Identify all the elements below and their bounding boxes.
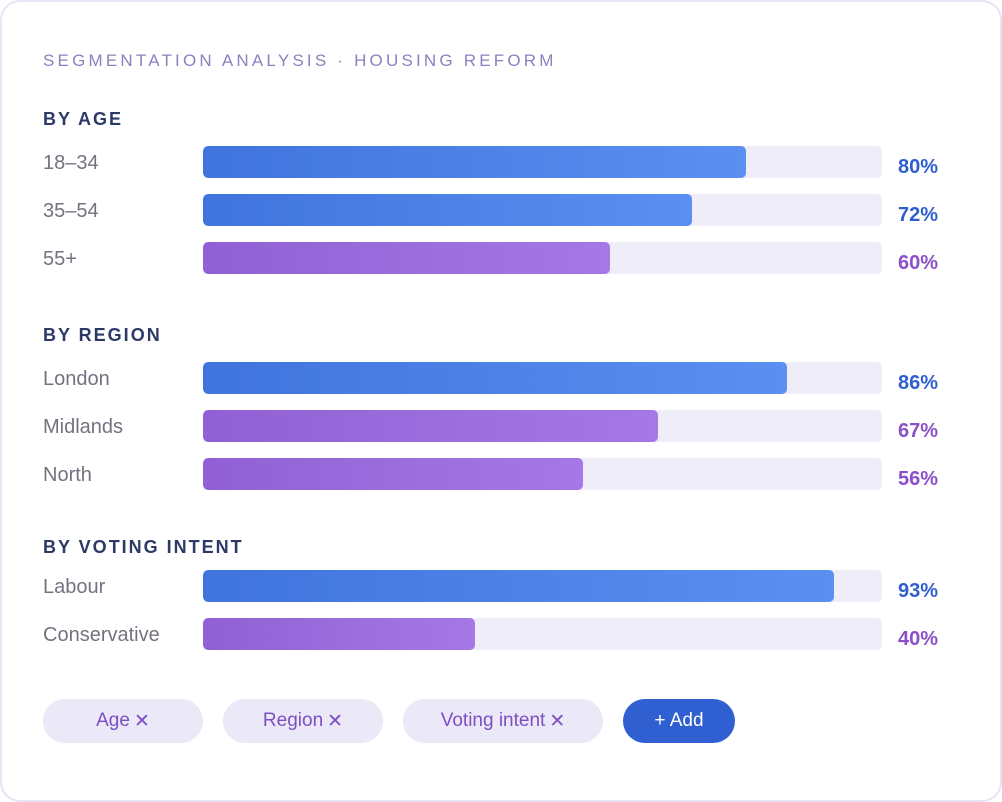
bar-track <box>203 362 882 394</box>
bar-track <box>203 618 882 650</box>
bar-value: 86% <box>898 372 939 394</box>
bar-track <box>203 146 882 178</box>
close-icon[interactable]: ✕ <box>549 710 566 732</box>
bar-value: 72% <box>898 204 939 226</box>
chip-label: Region <box>262 710 324 731</box>
bar-value: 93% <box>898 580 939 602</box>
page-title: Segmentation Analysis · Housing Reform <box>43 51 557 70</box>
chip-label: Age <box>96 710 130 731</box>
bar-value: 60% <box>898 252 939 274</box>
bar-label: North <box>43 464 92 486</box>
section-title-voting-intent: By Voting Intent <box>43 537 244 557</box>
bar-track <box>203 242 882 274</box>
bar-label: Conservative <box>43 624 160 646</box>
add-filter-button[interactable]: + Add <box>623 699 735 743</box>
bar-label: 35–54 <box>43 200 99 222</box>
bar <box>203 410 658 442</box>
bar-label: 55+ <box>43 248 77 270</box>
filter-chip-voting-intent[interactable]: Voting intent ✕ <box>403 699 603 743</box>
close-icon[interactable]: ✕ <box>327 710 344 732</box>
chip-label: Voting intent <box>440 710 546 731</box>
bar-value: 40% <box>898 628 939 650</box>
bar-value: 56% <box>898 468 939 490</box>
section-title-region: By Region <box>43 325 162 345</box>
bar <box>203 458 584 490</box>
bar-track <box>203 194 882 226</box>
bar-label: 18–34 <box>43 152 99 174</box>
bar <box>203 146 747 178</box>
bar-label: Midlands <box>43 416 124 438</box>
bar <box>203 242 611 274</box>
bar-label: London <box>43 368 110 390</box>
bar <box>203 362 787 394</box>
bar <box>203 570 835 602</box>
bar-track <box>203 570 882 602</box>
bar-label: Labour <box>43 576 106 598</box>
filter-chip-age[interactable]: Age ✕ <box>43 699 203 743</box>
bar <box>203 194 692 226</box>
bar-track <box>203 458 882 490</box>
filter-chip-region[interactable]: Region ✕ <box>223 699 383 743</box>
section-title-age: By Age <box>43 109 124 129</box>
close-icon[interactable]: ✕ <box>133 710 150 732</box>
bar-track <box>203 410 882 442</box>
bar-value: 80% <box>898 156 939 178</box>
bar <box>203 618 475 650</box>
bar-value: 67% <box>898 420 939 442</box>
